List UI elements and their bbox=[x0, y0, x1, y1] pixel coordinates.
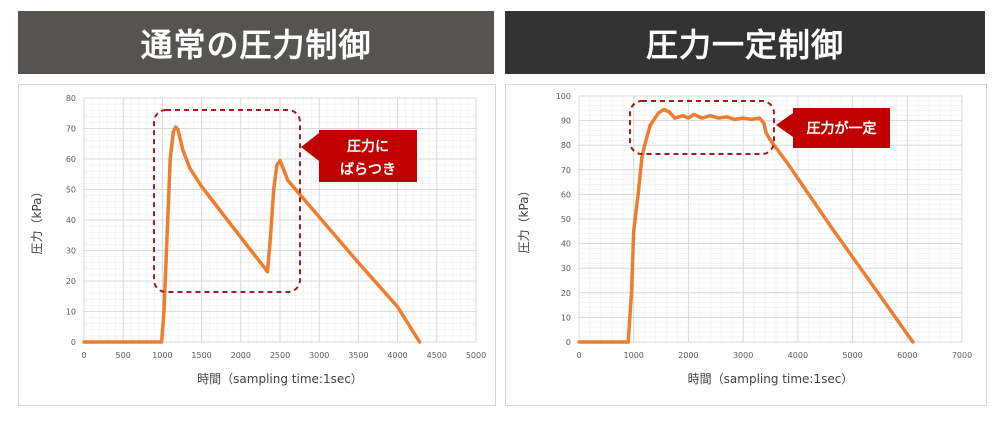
chart-panel-constant: 0 1000 2000 3000 4000 5000 6000 7000 0 10 20 30 40 50… bbox=[505, 84, 987, 406]
y-tick-label: 0 bbox=[71, 338, 76, 347]
header-title-right: 圧力一定制御 bbox=[645, 25, 844, 64]
y-tick-label: 30 bbox=[561, 264, 571, 273]
x-tick-label: 5000 bbox=[466, 351, 486, 360]
y-tick-label: 80 bbox=[66, 94, 76, 103]
x-tick-label: 4500 bbox=[427, 351, 447, 360]
y-tick-label: 50 bbox=[66, 186, 76, 195]
y-tick-label: 0 bbox=[566, 338, 571, 347]
x-tick-label: 0 bbox=[576, 351, 581, 360]
y-tick-label: 20 bbox=[66, 277, 76, 286]
callout-pointer bbox=[776, 113, 793, 137]
header-normal-pressure-control: 通常の圧力制御 bbox=[18, 11, 494, 74]
x-tick-label: 0 bbox=[81, 351, 86, 360]
y-tick-label: 100 bbox=[556, 92, 571, 101]
x-tick-label: 1000 bbox=[152, 351, 172, 360]
highlight-dashed-box bbox=[153, 109, 301, 293]
header-title-left: 通常の圧力制御 bbox=[140, 25, 372, 64]
y-tick-label: 10 bbox=[66, 308, 76, 317]
x-tick-label: 1500 bbox=[191, 351, 211, 360]
y-tick-label: 80 bbox=[561, 141, 571, 150]
y-tick-label: 10 bbox=[561, 313, 571, 322]
y-tick-label: 90 bbox=[561, 117, 571, 126]
y-tick-label: 40 bbox=[561, 240, 571, 249]
callout-text: 圧力に bbox=[347, 138, 389, 155]
chart-panel-normal: 0 500 1000 1500 2000 2500 3000 3500 4000 4500 5000… bbox=[18, 84, 496, 406]
x-tick-label: 2500 bbox=[270, 351, 290, 360]
x-axis-label: 時間（sampling time:1sec） bbox=[688, 372, 854, 386]
x-tick-label: 3000 bbox=[733, 351, 753, 360]
header-constant-pressure-control: 圧力一定制御 bbox=[505, 11, 985, 74]
y-tick-label: 20 bbox=[561, 289, 571, 298]
x-tick-label: 4000 bbox=[788, 351, 808, 360]
x-tick-label: 3000 bbox=[309, 351, 329, 360]
x-tick-label: 4000 bbox=[387, 351, 407, 360]
x-tick-label: 7000 bbox=[952, 351, 972, 360]
x-tick-label: 1000 bbox=[624, 351, 644, 360]
chart-normal-pressure: 0 500 1000 1500 2000 2500 3000 3500 4000 4500 5000… bbox=[30, 94, 486, 386]
y-axis-label: 圧力（kPa） bbox=[30, 185, 44, 254]
callout-pointer bbox=[301, 133, 319, 161]
highlight-dashed-box bbox=[629, 100, 775, 155]
x-tick-label: 6000 bbox=[897, 351, 917, 360]
x-tick-label: 3500 bbox=[348, 351, 368, 360]
y-tick-label: 70 bbox=[561, 166, 571, 175]
chart-constant-pressure: 0 1000 2000 3000 4000 5000 6000 7000 0 10 20 30 40 50… bbox=[517, 92, 972, 386]
x-tick-label: 5000 bbox=[842, 351, 862, 360]
series-line-pressure bbox=[577, 107, 915, 344]
y-tick-label: 40 bbox=[66, 216, 76, 225]
y-tick-label: 60 bbox=[561, 190, 571, 199]
y-tick-label: 30 bbox=[66, 247, 76, 256]
y-tick-label: 50 bbox=[561, 215, 571, 224]
x-tick-label: 2000 bbox=[678, 351, 698, 360]
callout-text: ばらつき bbox=[340, 162, 396, 178]
callout-box bbox=[319, 130, 417, 182]
y-axis-label: 圧力（kPa） bbox=[517, 184, 531, 253]
x-tick-label: 2000 bbox=[231, 351, 251, 360]
y-tick-label: 70 bbox=[66, 125, 76, 134]
y-tick-label: 60 bbox=[66, 155, 76, 164]
callout-box bbox=[793, 108, 890, 148]
series-line-pressure bbox=[82, 125, 422, 344]
callout-text: 圧力が一定 bbox=[807, 120, 877, 137]
x-tick-label: 500 bbox=[116, 351, 131, 360]
x-axis-label: 時間（sampling time:1sec） bbox=[197, 372, 363, 386]
